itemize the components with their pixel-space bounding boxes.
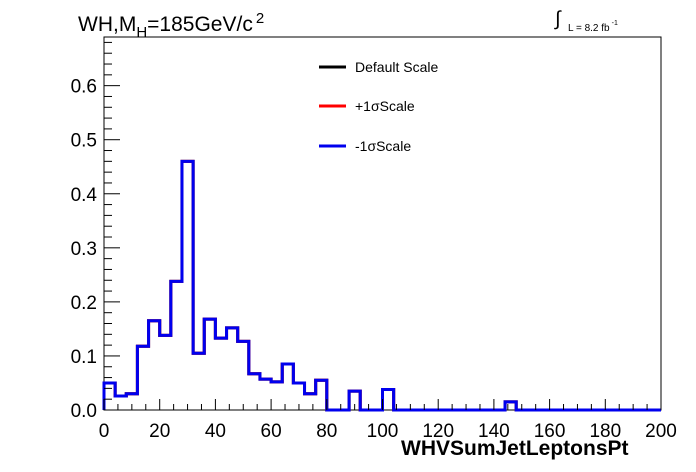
legend-label-prefix: -1 bbox=[355, 138, 368, 154]
plot-title: WH,MH=185GeV/c 2 bbox=[78, 10, 264, 41]
y-tick-label: 0.4 bbox=[71, 185, 98, 206]
x-tick-label: 20 bbox=[149, 421, 170, 442]
legend-label-suffix: Scale bbox=[380, 98, 415, 114]
x-tick-label: 40 bbox=[205, 421, 226, 442]
x-tick-label: 80 bbox=[316, 421, 337, 442]
x-tick-label: 100 bbox=[367, 421, 399, 442]
x-axis-title: WHVSumJetLeptonsPt bbox=[401, 437, 629, 460]
legend-label: -1σScale bbox=[355, 138, 411, 154]
title-suffix: =185GeV/c bbox=[147, 13, 253, 36]
legend-label-prefix: +1 bbox=[355, 98, 371, 114]
y-tick-label: 0.2 bbox=[71, 293, 97, 314]
axes: 0 20 40 60 80 100 120 140 160 180 200 0.0 0.1 0.2 0.3 0… bbox=[71, 41, 677, 442]
y-tick-label: 0.5 bbox=[71, 131, 97, 152]
x-tick-label: 180 bbox=[589, 421, 621, 442]
luminosity-text: L = 8.2 fb -1 bbox=[568, 20, 618, 34]
legend-label: Default Scale bbox=[355, 59, 438, 75]
legend: Default Scale+1σScale-1σScale bbox=[319, 59, 438, 154]
y-tick-label: 0.1 bbox=[71, 347, 97, 368]
legend-label: +1σScale bbox=[355, 98, 415, 114]
title-subscript: H bbox=[136, 24, 148, 41]
x-tick-label: 0 bbox=[99, 421, 110, 442]
y-tick-label: 0.0 bbox=[71, 401, 97, 422]
legend-label-suffix: Scale bbox=[376, 138, 411, 154]
legend-label-sigma: σ bbox=[367, 138, 376, 154]
y-tick-label: 0.6 bbox=[71, 77, 97, 98]
plot-frame bbox=[103, 36, 662, 411]
x-tick-label: 200 bbox=[645, 421, 677, 442]
histogram-series-group bbox=[102, 159, 661, 412]
title-prefix: WH,M bbox=[78, 13, 137, 36]
x-tick-label: 160 bbox=[534, 421, 566, 442]
luminosity-value: L = 8.2 fb bbox=[568, 23, 610, 34]
luminosity-exponent: -1 bbox=[611, 20, 618, 27]
plot-area-border bbox=[103, 36, 662, 411]
histogram-line-minus-1sigma-scale bbox=[102, 159, 661, 412]
integral-symbol: ∫ bbox=[555, 8, 561, 30]
histogram-line-plus-1sigma-scale bbox=[102, 159, 661, 412]
histogram-line-default-scale bbox=[102, 159, 661, 412]
x-tick-label: 120 bbox=[422, 421, 454, 442]
legend-label-sigma: σ bbox=[371, 98, 380, 114]
title-superscript: 2 bbox=[255, 10, 265, 27]
x-tick-label: 140 bbox=[478, 421, 510, 442]
y-tick-label: 0.3 bbox=[71, 239, 97, 260]
x-tick-label: 60 bbox=[261, 421, 282, 442]
